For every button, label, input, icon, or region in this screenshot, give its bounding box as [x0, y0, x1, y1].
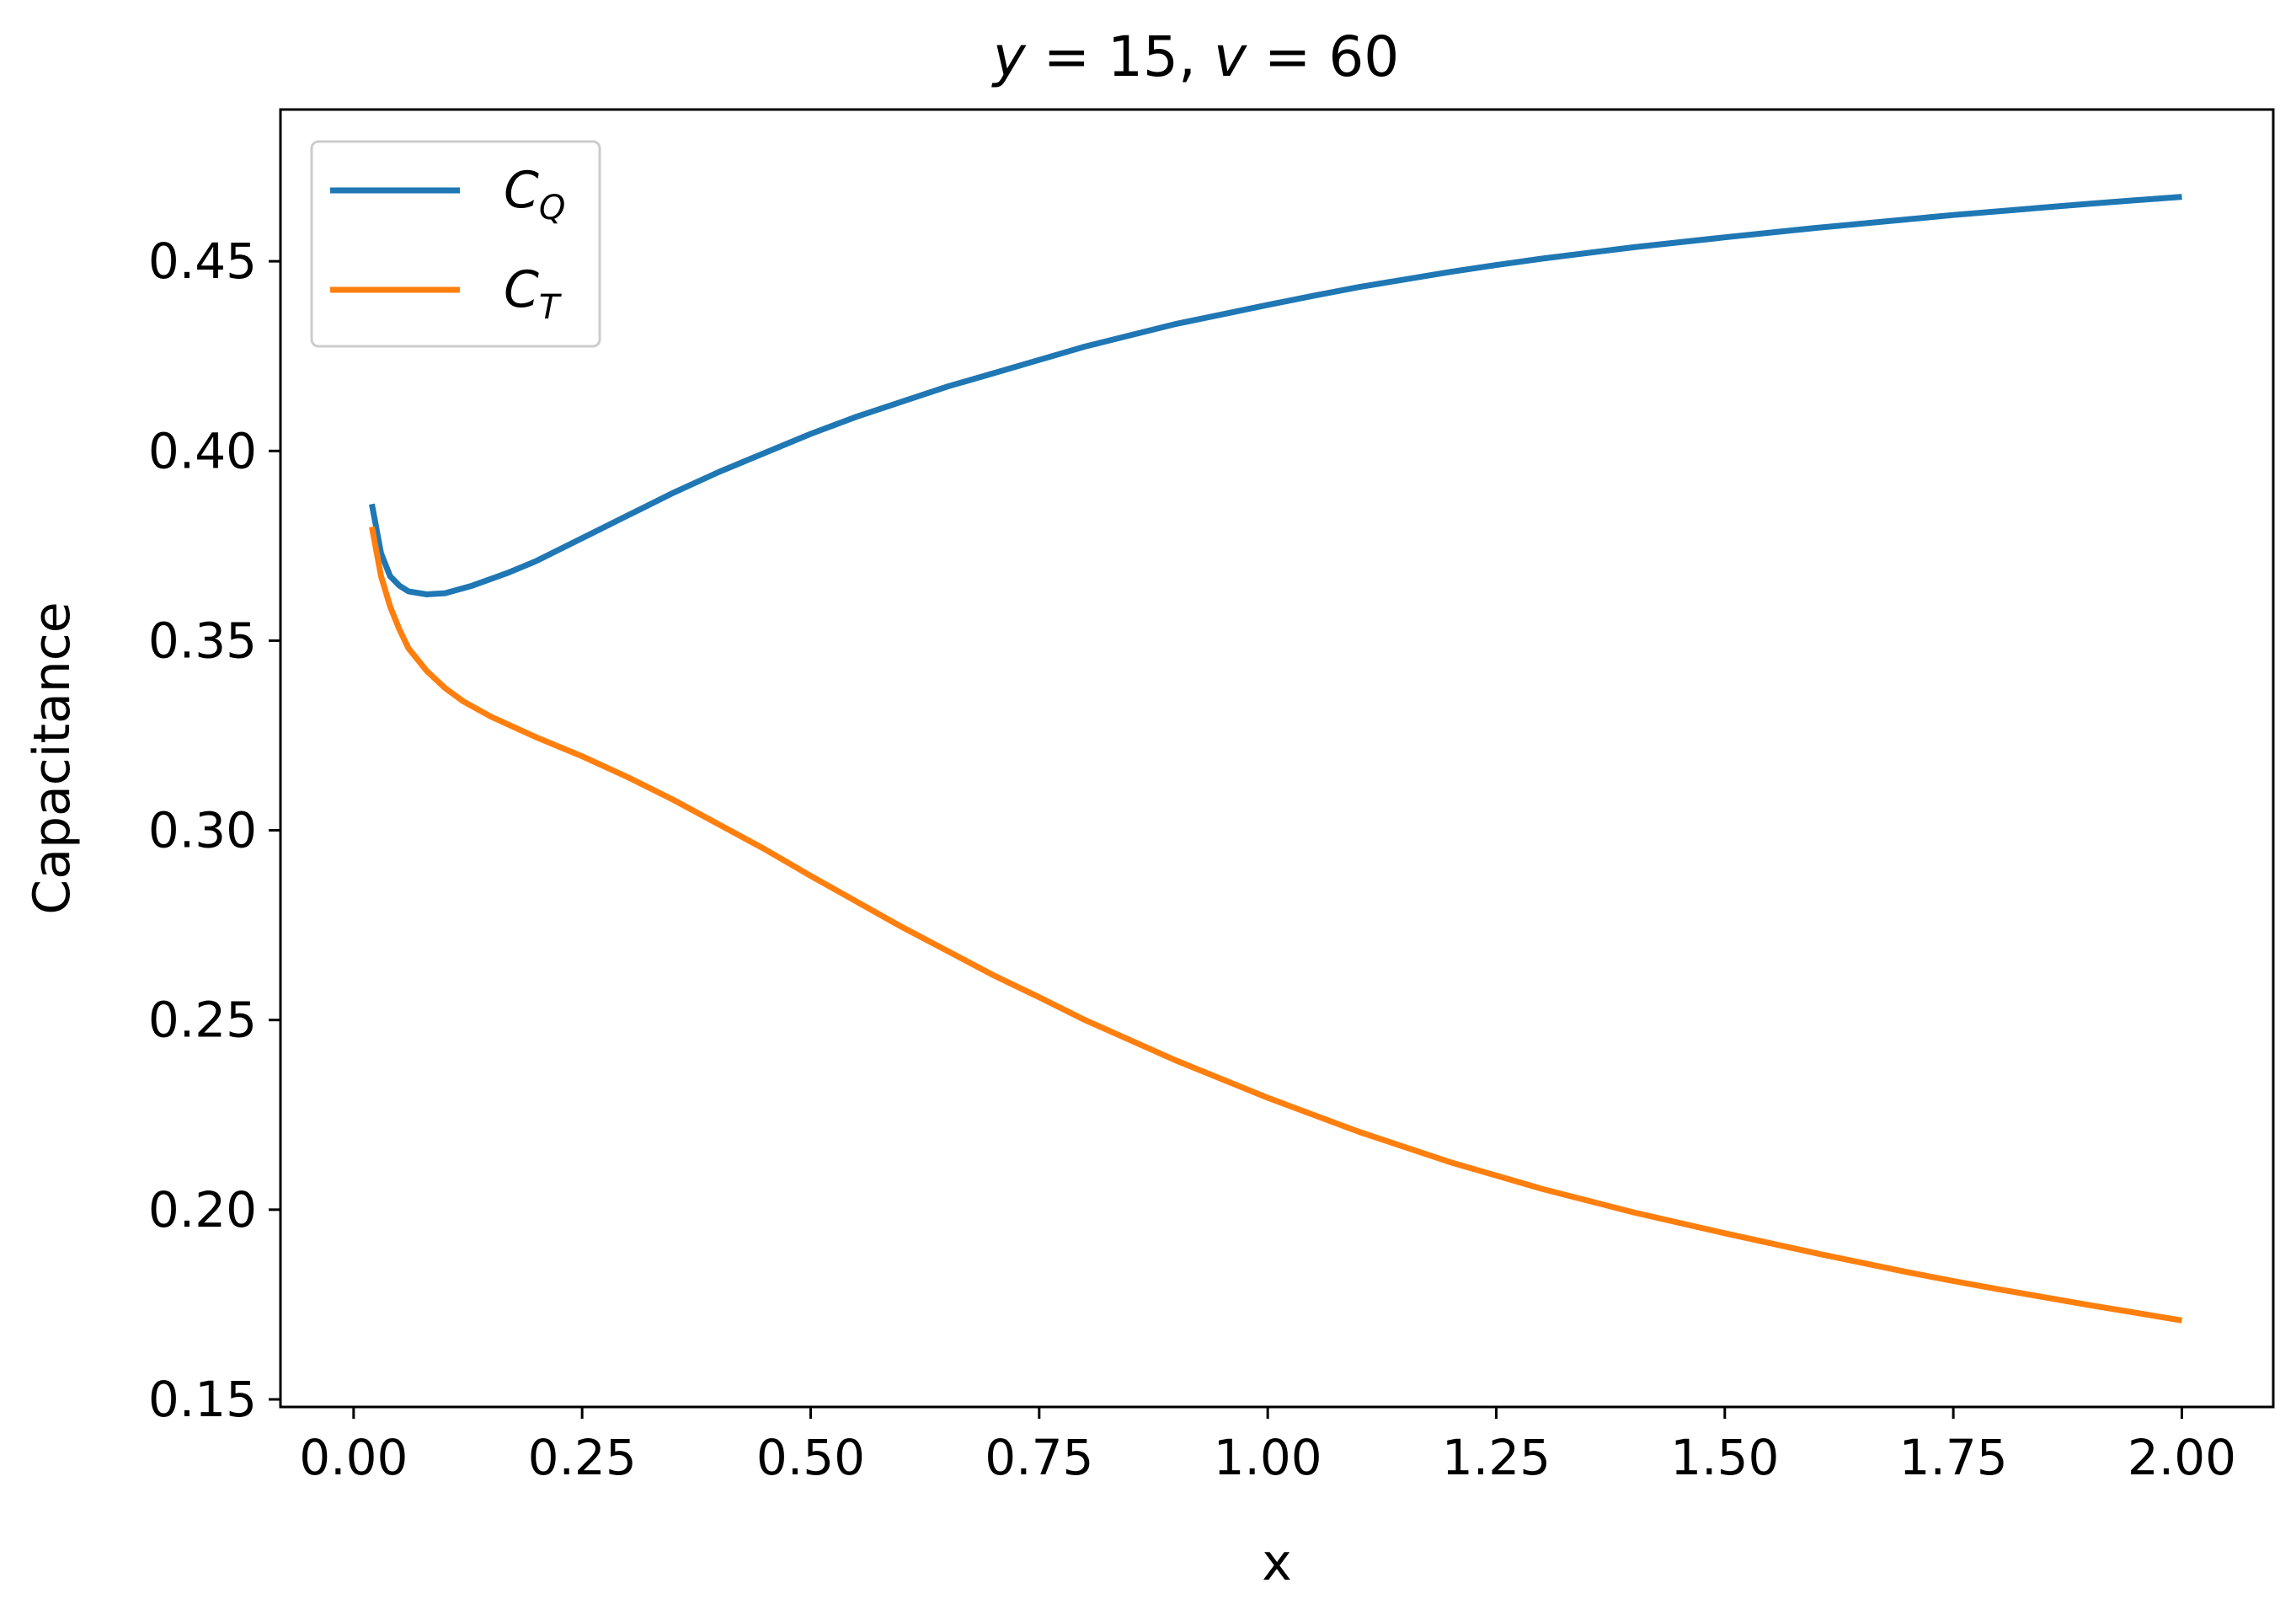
- y-axis-label: Capacitance: [23, 602, 82, 914]
- x-tick-label: 1.50: [1670, 1429, 1779, 1486]
- series-line-q: [369, 194, 2182, 597]
- y-tick-label: 0.40: [148, 422, 257, 479]
- x-tick-label: 0.00: [299, 1429, 408, 1486]
- y-tick-label: 0.35: [148, 612, 257, 669]
- y-tick-label: 0.20: [148, 1181, 257, 1238]
- title-val1: 15: [1108, 24, 1178, 89]
- x-tick-label: 0.75: [985, 1429, 1093, 1486]
- x-tick-label: 1.25: [1442, 1429, 1551, 1486]
- x-tick-label: 0.50: [756, 1429, 865, 1486]
- y-tick-label: 0.45: [148, 233, 257, 290]
- title-var2: v: [1214, 24, 1247, 89]
- x-axis-label: x: [1262, 1533, 1292, 1592]
- series-layer: [369, 194, 2183, 1324]
- x-tick-label: 2.00: [2128, 1429, 2236, 1486]
- x-tick-label: 1.75: [1899, 1429, 2008, 1486]
- legend-label-cq: CQ: [504, 161, 565, 227]
- y-axis-ticks: 0.15 0.20 0.25 0.30 0.35 0.40 0.45: [148, 233, 280, 1428]
- x-axis-ticks: 0.00 0.25 0.50 0.75 1.00 1.25 1.50 1.75 2.00: [299, 1407, 2236, 1486]
- legend-label-ct: CT: [504, 260, 563, 327]
- plot-frame: [279, 108, 2275, 1409]
- title-var1: y: [991, 24, 1027, 89]
- legend: CQ CT: [310, 140, 601, 348]
- y-tick-label: 0.30: [148, 802, 257, 859]
- title-val2: 60: [1328, 24, 1399, 89]
- chart-title: y = 15, v = 60: [991, 24, 1400, 89]
- x-tick-label: 0.25: [528, 1429, 637, 1486]
- series-line-t: [369, 526, 2183, 1324]
- y-tick-label: 0.25: [148, 992, 257, 1049]
- x-tick-label: 1.00: [1214, 1429, 1322, 1486]
- y-tick-label: 0.15: [148, 1371, 257, 1428]
